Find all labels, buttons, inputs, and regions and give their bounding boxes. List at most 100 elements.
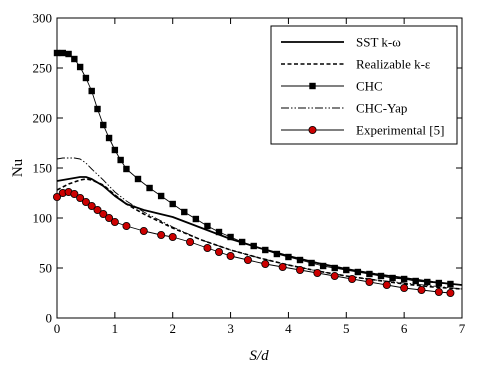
series-1: [56, 178, 463, 290]
data-point: [76, 193, 85, 202]
y-tick-label: 0: [46, 311, 53, 326]
data-point: [59, 49, 66, 57]
data-point: [122, 221, 131, 230]
x-tick-label: 1: [112, 321, 119, 336]
data-point: [366, 270, 373, 278]
data-point: [87, 201, 96, 210]
data-point: [348, 274, 357, 283]
x-tick-label: 6: [401, 321, 408, 336]
data-point: [214, 247, 223, 256]
data-point: [186, 237, 195, 246]
x-tick-label: 4: [285, 321, 292, 336]
data-point: [296, 256, 304, 264]
data-point: [65, 50, 72, 58]
data-point: [295, 265, 304, 274]
y-tick-label: 300: [33, 11, 53, 26]
legend-marker: [308, 126, 317, 135]
data-point: [261, 259, 270, 268]
data-point: [139, 226, 148, 235]
data-point: [111, 146, 119, 154]
data-point: [447, 280, 454, 288]
legend-label: SST k-ω: [356, 35, 401, 50]
data-point: [365, 277, 374, 286]
data-point: [53, 49, 61, 57]
data-point: [343, 266, 350, 274]
data-point: [88, 87, 95, 95]
data-point: [278, 262, 287, 271]
series-2: [53, 49, 454, 288]
data-point: [94, 105, 101, 113]
data-point: [76, 63, 84, 71]
data-point: [400, 275, 408, 283]
x-tick-label: 2: [169, 321, 176, 336]
axis-ticks: 0 1 2 3 4 5 6 7 0 50 100 150 200 250 300: [33, 11, 466, 337]
data-point: [417, 285, 426, 294]
data-point: [330, 271, 339, 280]
data-point: [123, 165, 130, 173]
data-point: [389, 274, 396, 282]
data-point: [435, 279, 443, 287]
x-tick-label: 0: [54, 321, 61, 336]
data-point: [227, 233, 234, 241]
legend-box: [270, 25, 458, 145]
data-point: [308, 259, 315, 267]
data-point: [117, 156, 124, 164]
data-point: [226, 251, 235, 260]
legend-label: CHC: [356, 79, 383, 94]
data-point: [262, 246, 269, 254]
data-point: [181, 208, 188, 216]
legend: SST k-ω Realizable k-ε CHC CHC-Yap Experimen…: [270, 25, 458, 145]
legend-label: Realizable k-ε: [356, 57, 431, 72]
x-tick-label: 5: [343, 321, 350, 336]
data-point: [204, 222, 211, 230]
y-tick-label: 150: [33, 161, 53, 176]
x-tick-label: 7: [459, 321, 466, 336]
series-0: [56, 176, 463, 286]
data-point: [82, 74, 90, 82]
data-point: [215, 228, 223, 236]
data-point: [192, 215, 200, 223]
data-point: [169, 200, 176, 208]
series-3: [56, 157, 463, 290]
data-point: [168, 232, 177, 241]
data-point: [157, 192, 165, 200]
data-point: [146, 184, 153, 192]
data-point: [203, 243, 212, 252]
data-point: [377, 272, 385, 280]
series-line: [56, 178, 463, 290]
data-point: [331, 264, 338, 272]
series-layer: [53, 49, 463, 297]
data-point: [105, 213, 114, 222]
data-point: [93, 205, 102, 214]
x-axis-title: S/d: [249, 348, 269, 364]
data-point: [382, 280, 391, 289]
data-point: [400, 283, 409, 292]
data-point: [105, 134, 113, 142]
data-point: [273, 250, 281, 258]
data-point: [70, 189, 79, 198]
data-point: [434, 287, 443, 296]
data-point: [53, 192, 62, 201]
data-point: [71, 55, 78, 63]
series-line: [56, 176, 463, 286]
data-point: [81, 197, 90, 206]
data-point: [110, 217, 119, 226]
data-point: [285, 253, 292, 261]
y-tick-label: 100: [33, 211, 53, 226]
y-axis-title: Nu: [10, 158, 26, 177]
data-point: [243, 255, 252, 264]
data-point: [100, 121, 107, 129]
x-tick-label: 3: [227, 321, 234, 336]
series-4: [53, 187, 455, 297]
data-point: [134, 175, 142, 183]
data-point: [250, 242, 257, 250]
data-point: [319, 262, 327, 270]
y-tick-label: 50: [39, 261, 52, 276]
data-point: [354, 268, 362, 276]
series-line: [56, 157, 463, 290]
data-point: [99, 209, 108, 218]
legend-label: CHC-Yap: [356, 101, 407, 116]
y-tick-label: 250: [33, 61, 53, 76]
data-point: [238, 238, 246, 246]
